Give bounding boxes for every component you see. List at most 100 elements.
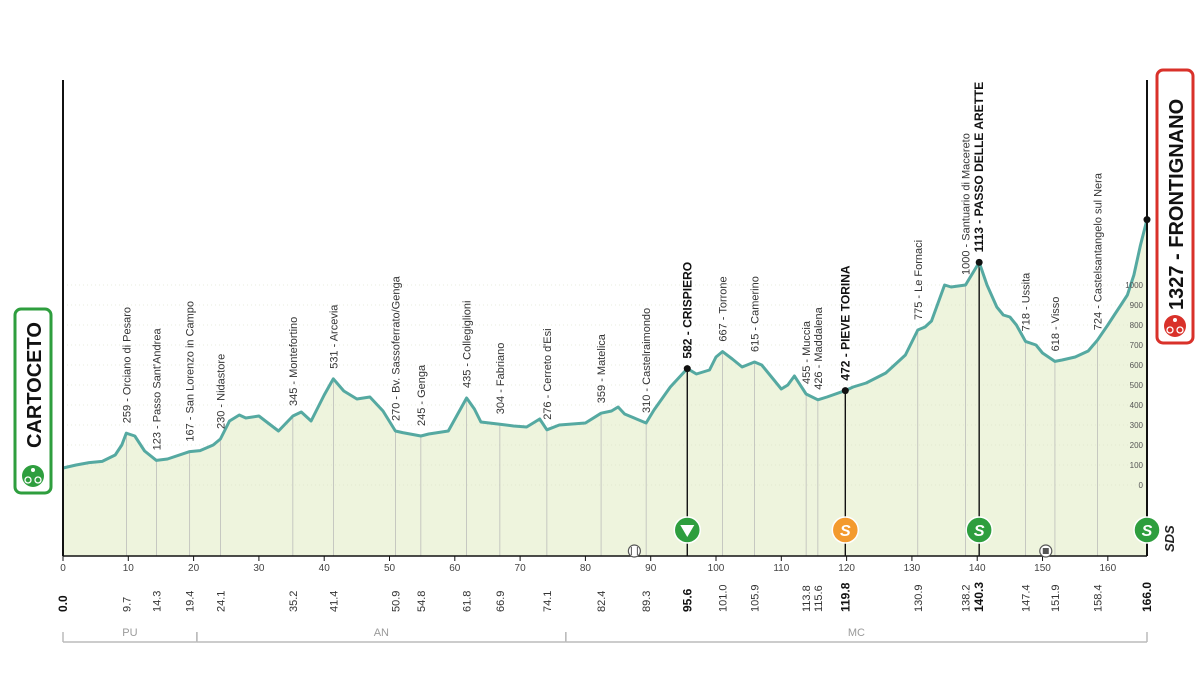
waypoint-km-22: 147.4 — [1021, 584, 1033, 612]
finish-badge — [1155, 68, 1195, 345]
waypoint-label-20: 1000 - Santuario di Macereto — [960, 133, 972, 275]
alt-tick-label-500: 500 — [1130, 381, 1144, 390]
x-tick-label-130: 130 — [904, 563, 921, 574]
region-label-0: PU — [122, 627, 137, 639]
x-tick-label-90: 90 — [645, 563, 657, 574]
finish-bike-wheel-2 — [1176, 326, 1184, 334]
s-marker-letter-1: S — [840, 523, 851, 540]
waypoint-label-4: 345 - Montefortino — [288, 317, 300, 406]
kom-dot-0 — [683, 365, 691, 373]
waypoint-km-14: 101.0 — [718, 584, 730, 612]
waypoint-label-21: 1113 - PASSO DELLE ARETTE — [972, 82, 986, 253]
x-tick-label-10: 10 — [123, 563, 135, 574]
waypoint-km-6: 50.9 — [390, 591, 402, 612]
start-name: CARTOCETO — [24, 322, 46, 448]
x-tick-label-0: 0 — [60, 563, 66, 574]
x-tick-label-20: 20 — [188, 563, 200, 574]
waypoint-km-11: 82.4 — [596, 591, 608, 612]
alt-tick-label-100: 100 — [1130, 461, 1144, 470]
waypoint-label-22: 718 - Ussita — [1021, 272, 1033, 332]
alt-tick-label-200: 200 — [1130, 441, 1144, 450]
alt-tick-label-300: 300 — [1130, 421, 1144, 430]
x-tick-label-100: 100 — [708, 563, 725, 574]
alt-tick-label-600: 600 — [1130, 361, 1144, 370]
waypoint-km-10: 74.1 — [542, 591, 554, 612]
waypoint-km-21: 140.3 — [972, 582, 986, 612]
s-marker-1 — [831, 516, 860, 544]
brand-logo: SDS — [1162, 525, 1177, 552]
alt-tick-label-700: 700 — [1130, 341, 1144, 350]
waypoint-label-11: 359 - Matelica — [596, 333, 608, 403]
camera-icon-body — [1042, 548, 1049, 554]
alt-tick-label-1000: 1000 — [1125, 281, 1143, 290]
x-tick-label-140: 140 — [969, 563, 986, 574]
kom-dot-2 — [975, 258, 983, 266]
waypoint-label-13: 582 - CRISPIERO — [680, 262, 694, 359]
waypoint-label-9: 304 - Fabriano — [495, 343, 507, 415]
start-bike-wheel-2 — [34, 476, 42, 484]
start-badge — [13, 307, 53, 495]
region-label-2: MC — [848, 627, 865, 639]
s-marker-2 — [965, 516, 993, 544]
waypoint-km-7: 54.8 — [416, 591, 428, 612]
waypoint-km-23: 151.9 — [1050, 584, 1062, 612]
alt-tick-label-0: 0 — [1139, 481, 1144, 490]
waypoint-label-10: 276 - Cerreto d'Esi — [542, 328, 554, 419]
triangle-icon — [680, 525, 695, 537]
waypoint-km-2: 19.4 — [185, 591, 197, 612]
waypoint-km-1: 14.3 — [151, 591, 163, 612]
x-tick-label-40: 40 — [319, 563, 331, 574]
waypoint-km-20: 138.2 — [960, 584, 972, 612]
waypoint-km-13: 95.6 — [680, 588, 694, 612]
kom-dot-1 — [841, 387, 849, 395]
start-bike-wheel-1 — [24, 476, 32, 484]
waypoint-label-17: 426 - Maddalena — [813, 306, 825, 389]
s-marker-letter-2: S — [974, 523, 985, 540]
waypoint-km-15: 105.9 — [750, 584, 762, 612]
profile-area — [63, 219, 1147, 556]
waypoint-label-0: 259 - Orciano di Pesaro — [121, 307, 133, 423]
waypoint-km-12: 89.3 — [641, 591, 653, 612]
profile-line — [62, 219, 1149, 470]
x-tick-label-160: 160 — [1099, 563, 1116, 574]
waypoint-label-15: 615 - Camerino — [750, 276, 762, 352]
x-tick-label-50: 50 — [384, 563, 396, 574]
waypoint-km-19: 130.9 — [913, 584, 925, 612]
finish-bike-icon — [1164, 315, 1186, 337]
waypoint-km-17: 115.6 — [813, 585, 825, 612]
waypoint-km-0: 9.7 — [121, 597, 133, 612]
waypoint-label-12: 310 - Castelraimondo — [641, 308, 653, 413]
start-bike-icon — [22, 465, 44, 487]
waypoint-label-8: 435 - Collegiglioni — [462, 301, 474, 388]
s-marker-3 — [1133, 516, 1161, 544]
waypoint-km-3: 24.1 — [215, 591, 227, 612]
waypoint-label-7: 245 - Genga — [416, 364, 428, 426]
waypoint-km-24: 158.4 — [1092, 584, 1104, 612]
finish-bike-rider — [1173, 318, 1177, 322]
x-tick-label-110: 110 — [773, 563, 789, 574]
waypoint-label-19: 775 - Le Fornaci — [913, 240, 925, 320]
waypoint-label-1: 123 - Passo Sant'Andrea — [151, 328, 163, 451]
region-label-1: AN — [374, 627, 389, 639]
finish-name: 1327 - FRONTIGNANO — [1166, 99, 1188, 310]
x-tick-label-60: 60 — [449, 563, 461, 574]
waypoint-km-18: 119.8 — [838, 582, 852, 612]
x-tick-label-80: 80 — [580, 563, 592, 574]
waypoint-label-5: 531 - Arcevia — [328, 304, 340, 369]
start-bike-rider — [31, 468, 35, 472]
waypoint-km-9: 66.9 — [495, 591, 507, 612]
x-tick-label-120: 120 — [838, 563, 855, 574]
x-tick-label-70: 70 — [515, 563, 527, 574]
waypoint-km-5: 41.4 — [328, 591, 340, 612]
feed-zone-icon — [627, 544, 641, 558]
alt-tick-label-800: 800 — [1130, 321, 1144, 330]
x-tick-label-30: 30 — [253, 563, 265, 574]
finish-km-label: 166.0 — [1140, 582, 1154, 612]
waypoint-label-3: 230 - Nidastore — [215, 354, 227, 429]
waypoint-km-16: 113.8 — [801, 585, 813, 612]
alt-tick-label-900: 900 — [1130, 301, 1144, 310]
waypoint-km-4: 35.2 — [288, 591, 300, 612]
alt-tick-label-400: 400 — [1130, 401, 1144, 410]
